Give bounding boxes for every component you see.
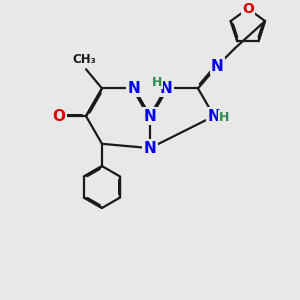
Text: O: O [52, 109, 65, 124]
Text: N: N [208, 109, 220, 124]
Text: N: N [128, 81, 140, 96]
Text: H: H [219, 111, 230, 124]
Text: O: O [242, 2, 254, 16]
Text: N: N [144, 141, 156, 156]
Text: N: N [144, 109, 156, 124]
Text: H: H [152, 76, 162, 88]
Text: CH₃: CH₃ [73, 53, 96, 66]
Text: N: N [211, 58, 224, 74]
Text: N: N [160, 81, 172, 96]
